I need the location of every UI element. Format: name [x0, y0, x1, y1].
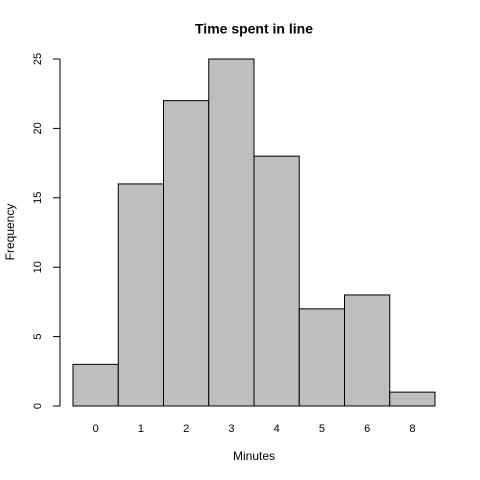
x-axis-label: Minutes — [233, 449, 275, 463]
bar — [72, 363, 119, 407]
x-tick-label: 0 — [93, 423, 99, 435]
x-tick-label: 1 — [138, 423, 144, 435]
y-tick-label: 0 — [32, 403, 44, 409]
bar — [163, 100, 210, 407]
y-tick-label: 10 — [32, 261, 44, 273]
x-tick-label: 4 — [274, 423, 280, 435]
x-tick-label: 2 — [183, 423, 189, 435]
y-tick-label: 15 — [32, 192, 44, 204]
bar — [344, 294, 391, 407]
x-tick-label: 5 — [319, 423, 325, 435]
bar — [117, 183, 164, 407]
chart-title: Time spent in line — [195, 21, 313, 37]
bar — [298, 308, 345, 407]
bar — [389, 391, 436, 407]
x-tick-label: 3 — [228, 423, 234, 435]
x-tick-label: 6 — [364, 423, 370, 435]
y-tick-label: 25 — [32, 53, 44, 65]
bar — [208, 58, 255, 407]
x-tick-label: 8 — [409, 423, 415, 435]
bar — [253, 155, 300, 407]
y-tick-label: 5 — [32, 334, 44, 340]
y-axis-label: Frequency — [3, 204, 17, 261]
y-tick-label: 20 — [32, 122, 44, 134]
